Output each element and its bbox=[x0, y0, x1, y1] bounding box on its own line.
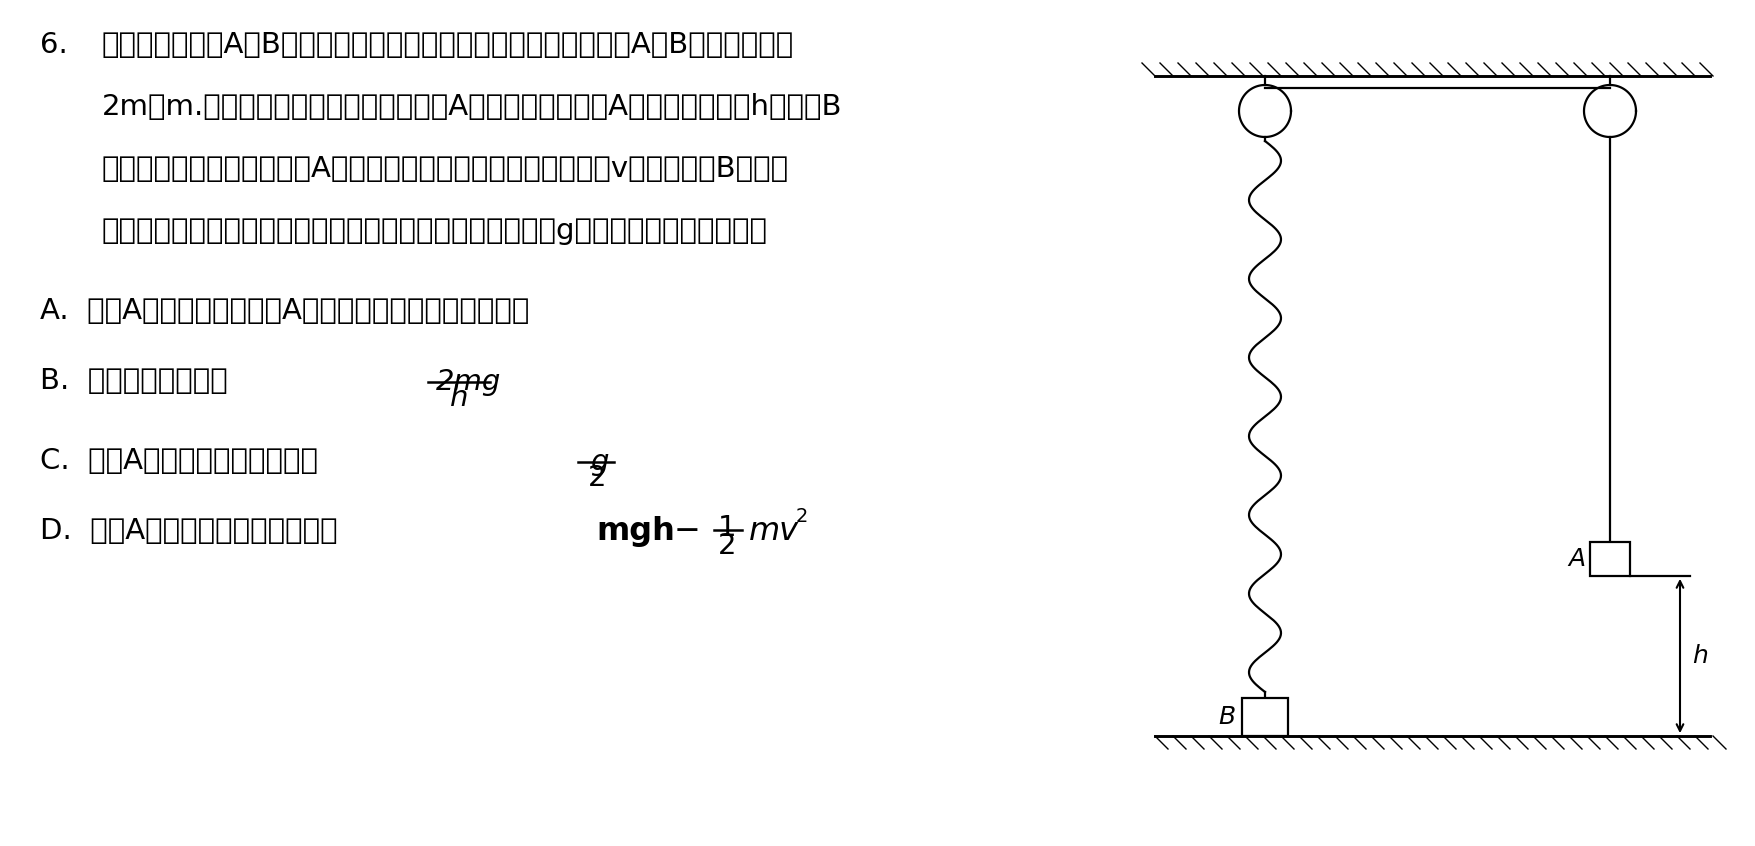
Text: 1: 1 bbox=[718, 514, 735, 542]
Text: h: h bbox=[449, 384, 469, 412]
Text: h: h bbox=[1692, 644, 1708, 668]
Text: 6.: 6. bbox=[40, 31, 68, 59]
Text: 静止在地面上。放手后物体A下落，与地面即将接触时速度大小为v，此时物体B对地面: 静止在地面上。放手后物体A下落，与地面即将接触时速度大小为v，此时物体B对地面 bbox=[102, 155, 788, 183]
Text: 2mg: 2mg bbox=[435, 368, 502, 396]
Text: 2m、m.开始时细绳伸直，用手托着物体A使弹簧处于原长且A与地面的距离为h，物体B: 2m、m.开始时细绳伸直，用手托着物体A使弹簧处于原长且A与地面的距离为h，物体… bbox=[102, 93, 842, 121]
Bar bbox=[1241, 698, 1286, 736]
Text: g: g bbox=[590, 448, 609, 476]
Text: A: A bbox=[1567, 547, 1585, 571]
Text: 2: 2 bbox=[795, 507, 807, 526]
Text: B.  弹簧的劲度系数为: B. 弹簧的劲度系数为 bbox=[40, 367, 228, 395]
Text: 2: 2 bbox=[588, 464, 605, 492]
Text: A.  物体A下落过程中，物体A和弹簧组成的系统机械能守恒: A. 物体A下落过程中，物体A和弹簧组成的系统机械能守恒 bbox=[40, 297, 528, 325]
Text: 恰好无压力，不计一切摩擦及空气阻力，重力加速度大小为g，则下列说法中正确的是: 恰好无压力，不计一切摩擦及空气阻力，重力加速度大小为g，则下列说法中正确的是 bbox=[102, 217, 767, 245]
Text: 2: 2 bbox=[718, 532, 735, 560]
Text: D.  物体A着地时弹簧的弹性势能为: D. 物体A着地时弹簧的弹性势能为 bbox=[40, 517, 337, 545]
Text: −: − bbox=[674, 516, 700, 547]
Text: C.  物体A着地时的加速度大小为: C. 物体A着地时的加速度大小为 bbox=[40, 447, 318, 475]
Text: mgh: mgh bbox=[595, 516, 674, 547]
Text: B: B bbox=[1218, 705, 1234, 729]
Text: mv: mv bbox=[749, 516, 799, 547]
Text: 如图所示，物体A，B通过细绳及轻质弹簧连接在轻滑轮两侧，物体A，B的质量分别为: 如图所示，物体A，B通过细绳及轻质弹簧连接在轻滑轮两侧，物体A，B的质量分别为 bbox=[102, 31, 793, 59]
Bar bbox=[1588, 542, 1629, 576]
